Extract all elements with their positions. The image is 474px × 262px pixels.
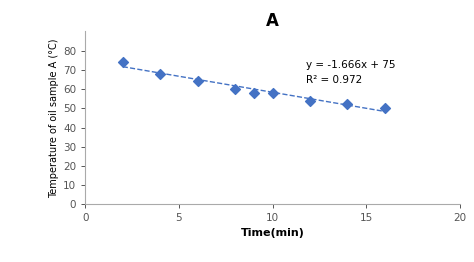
Text: y = -1.666x + 75
R² = 0.972: y = -1.666x + 75 R² = 0.972: [306, 60, 396, 85]
Title: A: A: [266, 12, 279, 30]
Point: [250, 91, 258, 95]
Point: [194, 79, 201, 84]
Y-axis label: Temperature of oil sample A (°C): Temperature of oil sample A (°C): [49, 38, 59, 198]
Point: [344, 102, 351, 107]
Point: [269, 91, 276, 95]
X-axis label: Time(min): Time(min): [241, 228, 304, 238]
Point: [119, 60, 127, 64]
Point: [381, 106, 389, 110]
Point: [306, 99, 314, 103]
Point: [231, 87, 239, 91]
Point: [156, 72, 164, 76]
